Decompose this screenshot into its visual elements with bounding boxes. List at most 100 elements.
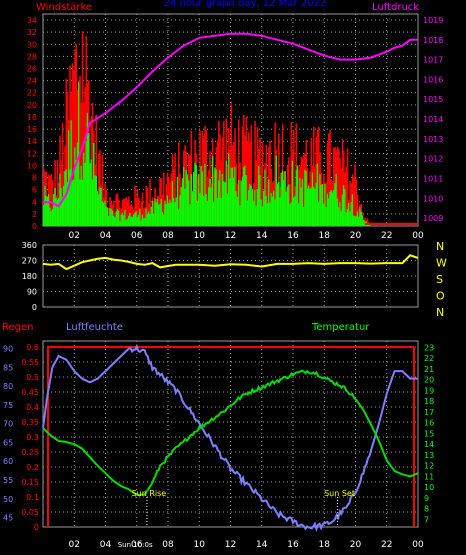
wind-gust-bar xyxy=(345,166,348,226)
pressure-line xyxy=(43,32,418,208)
wind-gust-bar xyxy=(261,142,264,226)
temperature-y-tick-label: 7 xyxy=(424,515,429,524)
wind-avg-bar xyxy=(216,197,219,226)
wind-avg-bar xyxy=(324,183,326,226)
wind-avg-bar xyxy=(291,160,294,226)
wind-gust-bar xyxy=(203,136,205,226)
wind-avg-bar xyxy=(49,207,51,226)
wind-avg-bar xyxy=(65,169,68,226)
wind-avg-bar xyxy=(176,176,179,226)
wind-gust-bar xyxy=(146,187,149,226)
wind-avg-bar xyxy=(145,208,148,226)
pressure-y-tick-label: 1012 xyxy=(423,155,443,164)
wind-gust-bar xyxy=(303,154,305,226)
wind-avg-bar xyxy=(353,215,355,226)
wind-gust-bar xyxy=(315,136,318,226)
wind-gust-bar xyxy=(239,162,241,226)
wind-gust-bar xyxy=(355,179,358,226)
wind-gust-bar xyxy=(223,121,225,226)
wind-avg-bar xyxy=(239,205,241,226)
wind-avg-bar xyxy=(283,180,285,226)
wind-gust-bar xyxy=(71,63,74,227)
wind-avg-bar xyxy=(201,171,204,226)
wind-avg-bar xyxy=(103,202,105,226)
wind-gust-bar xyxy=(91,102,94,226)
wind-avg-bar xyxy=(189,204,191,226)
temperature-y-tick-label: 16 xyxy=(424,419,434,428)
wind-avg-bar xyxy=(270,193,273,226)
wind-gust-bar xyxy=(115,194,118,226)
temperature-axis-label: Temperatur xyxy=(311,322,370,333)
wind-y-tick-label: 22 xyxy=(27,89,37,98)
wind-avg-bar xyxy=(230,167,233,226)
wind-avg-bar xyxy=(344,188,346,226)
rain-y-tick-label: 0.15 xyxy=(21,478,39,487)
wind-avg-bar xyxy=(259,175,261,226)
wind-avg-bar xyxy=(280,172,283,226)
rain-y-tick-label: 0 xyxy=(34,523,39,532)
wind-avg-bar xyxy=(293,197,295,226)
wind-avg-bar xyxy=(268,179,270,226)
wind-avg-bar xyxy=(289,203,291,226)
temp-x-tick-label: 20 xyxy=(350,540,362,550)
wind-avg-bar xyxy=(290,202,293,226)
wind-avg-bar xyxy=(348,203,350,226)
wind-avg-bar xyxy=(171,181,174,226)
humidity-y-tick-label: 50 xyxy=(3,495,13,504)
wind-avg-bar xyxy=(79,179,81,226)
wind-avg-bar xyxy=(231,167,234,226)
direction-compass-label: N xyxy=(436,306,444,319)
wind-gust-bar xyxy=(119,207,121,226)
wind-gust-bar xyxy=(349,181,351,226)
wind-avg-bar xyxy=(183,167,185,226)
wind-avg-bar xyxy=(150,206,153,226)
wind-gust-bar xyxy=(131,206,134,226)
wind-avg-bar xyxy=(308,186,310,226)
direction-y-tick-label: 180 xyxy=(22,272,37,281)
temperature-y-tick-label: 8 xyxy=(424,505,429,514)
wind-gust-bar xyxy=(128,196,130,226)
wind-x-tick-label: 10 xyxy=(194,231,206,241)
wind-gust-bar xyxy=(364,217,366,226)
wind-avg-bar xyxy=(205,194,208,226)
wind-avg-bar xyxy=(233,177,235,226)
wind-gust-bar xyxy=(134,185,136,226)
wind-avg-bar xyxy=(173,198,175,226)
wind-avg-bar xyxy=(106,207,109,226)
wind-gust-bar xyxy=(56,159,59,226)
wind-avg-bar xyxy=(326,193,329,226)
wind-avg-bar xyxy=(195,165,198,226)
temperature-y-tick-label: 10 xyxy=(424,483,434,492)
pressure-y-tick-label: 1017 xyxy=(423,56,443,65)
rain-y-tick-label: 0.05 xyxy=(21,508,39,517)
temp-x-tick-label: 06 xyxy=(131,540,143,550)
wind-avg-bar xyxy=(248,190,250,226)
wind-avg-bar xyxy=(130,216,133,226)
wind-avg-bar xyxy=(226,193,229,226)
wind-gust-bar xyxy=(163,172,165,226)
wind-gust-bar xyxy=(238,119,240,226)
direction-line xyxy=(42,254,419,271)
wind-gust-bar xyxy=(346,148,349,226)
wind-gust-bar xyxy=(336,146,339,226)
wind-x-tick-label: 06 xyxy=(131,231,143,241)
wind-gust-bar xyxy=(274,122,276,226)
wind-avg-bar xyxy=(56,199,59,226)
humidity-y-tick-label: 45 xyxy=(3,514,13,523)
wind-y-tick-label: 20 xyxy=(27,101,37,110)
wind-avg-bar xyxy=(311,172,314,226)
wind-avg-bar xyxy=(120,214,123,226)
temperature-y-tick-label: 13 xyxy=(424,451,434,460)
wind-gust-bar xyxy=(173,169,175,226)
wind-gust-bar xyxy=(298,169,300,226)
wind-avg-bar xyxy=(215,169,218,226)
wind-avg-bar xyxy=(218,180,220,226)
wind-gust-bar xyxy=(326,142,329,226)
wind-avg-bar xyxy=(266,203,269,226)
wind-avg-bar xyxy=(325,206,328,226)
wind-avg-bar xyxy=(153,213,155,226)
wind-gust-bar xyxy=(329,130,331,226)
wind-avg-bar xyxy=(121,212,124,226)
wind-avg-bar xyxy=(321,184,324,226)
